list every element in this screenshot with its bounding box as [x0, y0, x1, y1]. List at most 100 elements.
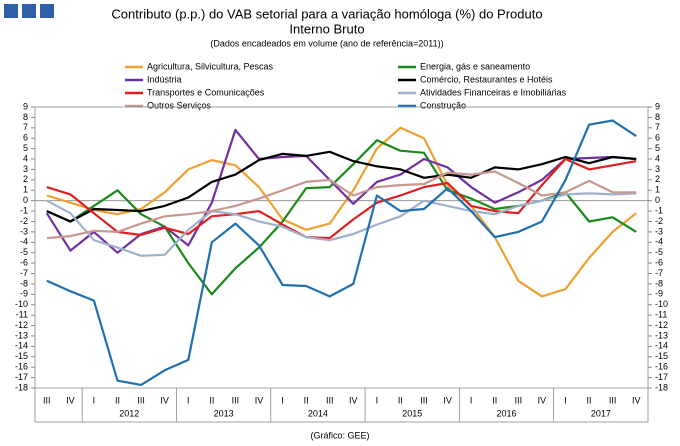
chart-subtitle: (Dados encadeados em volume (ano de refe…: [210, 38, 443, 48]
y-tick-label: -2: [20, 216, 28, 226]
x-tick-label: III: [420, 395, 428, 405]
legend-label: Outros Serviços: [147, 100, 212, 110]
year-label: 2013: [214, 408, 234, 418]
y-tick-label: -17: [15, 372, 28, 382]
series-line: [46, 119, 637, 386]
x-tick-label: II: [492, 395, 497, 405]
y2-tick-label: -15: [655, 351, 668, 361]
y-tick-label: 6: [23, 133, 28, 143]
x-tick-label: I: [187, 395, 190, 405]
series-line: [46, 150, 637, 223]
y2-tick-label: 9: [655, 101, 660, 111]
legend-label: Transportes e Comunicações: [147, 87, 265, 97]
chart-title: Interno Bruto: [289, 21, 364, 36]
x-tick-label: IV: [66, 395, 75, 405]
y-tick-label: -8: [20, 278, 28, 288]
x-tick-label: III: [43, 395, 51, 405]
x-tick-label: IV: [349, 395, 358, 405]
y-tick-label: -9: [20, 289, 28, 299]
y2-tick-label: -17: [655, 372, 668, 382]
series-line: [46, 157, 637, 240]
y-tick-label: -16: [15, 362, 28, 372]
y2-tick-label: 5: [655, 143, 660, 153]
series-line: [46, 192, 637, 257]
x-tick-label: II: [304, 395, 309, 405]
x-tick-label: II: [115, 395, 120, 405]
x-tick-label: IV: [632, 395, 641, 405]
plot-frame: [34, 106, 649, 423]
x-tick-label: IV: [443, 395, 452, 405]
y-tick-label: -11: [16, 310, 28, 320]
x-tick-label: I: [93, 395, 96, 405]
y-tick-label: -13: [15, 330, 28, 340]
legend-label: Energia, gás e saneamento: [420, 61, 530, 71]
y2-tick-label: -3: [655, 226, 663, 236]
y2-tick-label: -12: [655, 320, 668, 330]
y-tick-label: 3: [23, 164, 28, 174]
legend-label: Comércio, Restaurantes e Hotéis: [420, 74, 553, 84]
y2-tick-label: -1: [655, 205, 663, 215]
x-tick-label: II: [587, 395, 592, 405]
y2-tick-label: -7: [655, 268, 663, 278]
x-tick-label: II: [209, 395, 214, 405]
x-tick-label: II: [398, 395, 403, 405]
y2-tick-label: -8: [655, 278, 663, 288]
y2-tick-label: 1: [655, 185, 660, 195]
y-tick-label: -10: [15, 299, 28, 309]
y2-tick-label: -16: [655, 362, 668, 372]
logo-square: [40, 4, 54, 18]
legend-label: Atividades Financeiras e Imobiliárias: [420, 87, 567, 97]
series-line: [46, 126, 637, 298]
y-tick-label: -4: [20, 237, 28, 247]
x-tick-label: IV: [160, 395, 169, 405]
y-tick-label: -15: [15, 351, 28, 361]
legend-label: Construção: [420, 100, 466, 110]
y2-tick-label: -4: [655, 237, 663, 247]
y2-tick-label: -10: [655, 299, 668, 309]
y-tick-label: 5: [23, 143, 28, 153]
logo-square: [22, 4, 36, 18]
y2-tick-label: 0: [655, 195, 660, 205]
y-tick-label: -7: [20, 268, 28, 278]
y2-tick-label: 6: [655, 133, 660, 143]
chart-title: Contributo (p.p.) do VAB setorial para a…: [111, 6, 542, 21]
y2-tick-label: -5: [655, 247, 663, 257]
source: (Gráfico: GEE): [310, 430, 369, 440]
y2-tick-label: 7: [655, 122, 660, 132]
year-label: 2014: [308, 408, 328, 418]
x-tick-label: III: [326, 395, 334, 405]
y2-tick-label: 2: [655, 174, 660, 184]
y2-tick-label: -18: [655, 382, 668, 392]
legend-label: Indústria: [147, 74, 182, 84]
y2-tick-label: 3: [655, 164, 660, 174]
y-tick-label: 2: [23, 174, 28, 184]
year-label: 2012: [119, 408, 139, 418]
y-tick-label: -6: [20, 257, 28, 267]
year-label: 2016: [497, 408, 517, 418]
x-tick-label: I: [376, 395, 379, 405]
y-tick-label: 7: [23, 122, 28, 132]
x-tick-label: III: [232, 395, 240, 405]
x-tick-label: III: [515, 395, 523, 405]
logo-square: [4, 4, 18, 18]
year-label: 2017: [591, 408, 611, 418]
y2-tick-label: -9: [655, 289, 663, 299]
x-tick-label: III: [137, 395, 145, 405]
x-tick-label: I: [281, 395, 284, 405]
y2-tick-label: 8: [655, 112, 660, 122]
y-tick-label: 0: [23, 195, 28, 205]
y2-tick-label: -13: [655, 330, 668, 340]
y-tick-label: -14: [15, 341, 28, 351]
x-tick-label: IV: [255, 395, 264, 405]
x-tick-label: IV: [538, 395, 547, 405]
x-tick-label: I: [470, 395, 473, 405]
y-tick-label: 1: [23, 185, 28, 195]
y-tick-label: -18: [15, 382, 28, 392]
year-label: 2015: [402, 408, 422, 418]
x-tick-label: I: [564, 395, 567, 405]
series-line: [46, 170, 637, 240]
y-tick-label: 4: [23, 153, 28, 163]
y-tick-label: 9: [23, 101, 28, 111]
y-tick-label: -3: [20, 226, 28, 236]
